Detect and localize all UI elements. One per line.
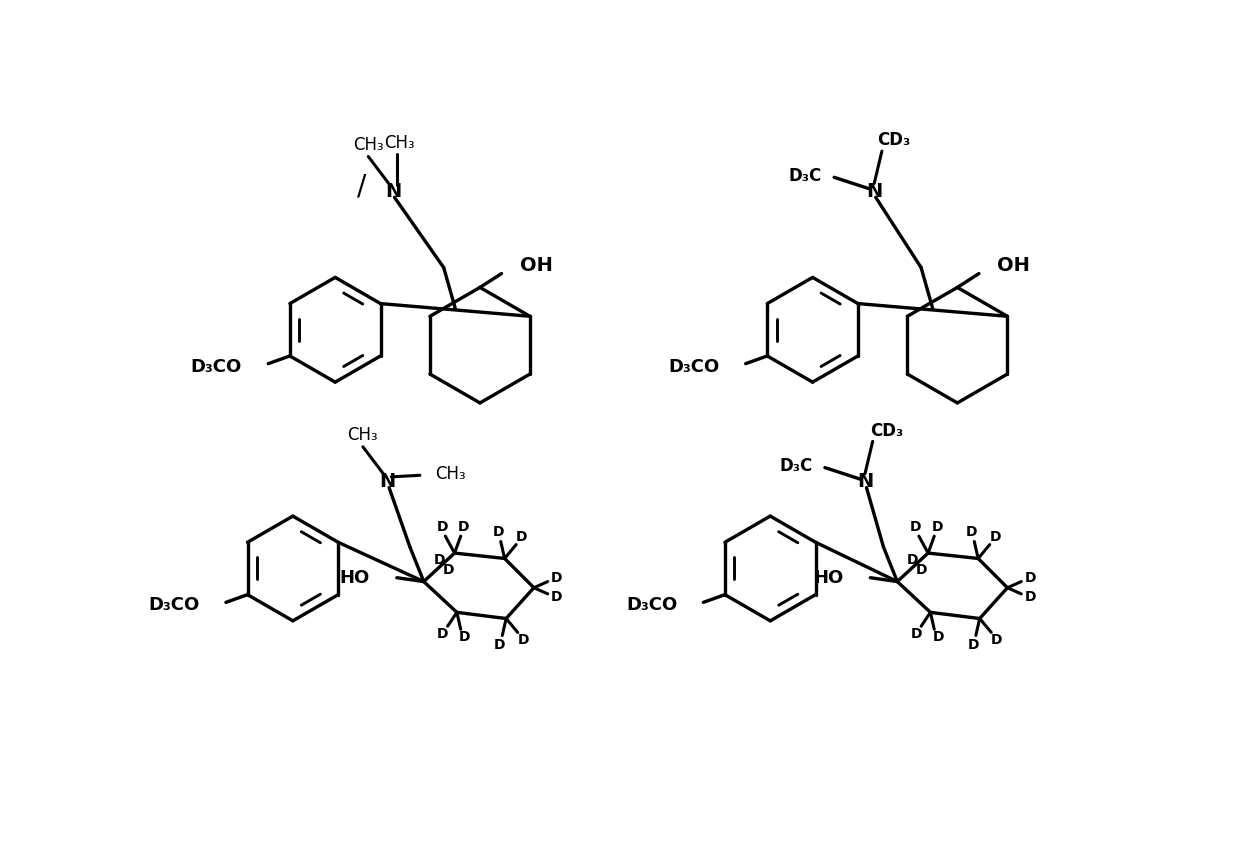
Text: D: D <box>991 633 1002 647</box>
Text: D: D <box>438 627 449 641</box>
Text: D₃CO: D₃CO <box>668 358 719 376</box>
Text: CH₃: CH₃ <box>435 464 466 483</box>
Text: D: D <box>516 529 527 544</box>
Text: D: D <box>434 553 445 567</box>
Text: /: / <box>357 173 367 201</box>
Text: D: D <box>552 571 563 586</box>
Text: D: D <box>458 520 470 534</box>
Text: D: D <box>1024 590 1037 604</box>
Text: N: N <box>379 472 396 491</box>
Text: D: D <box>910 520 921 534</box>
Text: D: D <box>459 630 470 644</box>
Text: D: D <box>966 525 977 539</box>
Text: D: D <box>552 590 563 604</box>
Text: D: D <box>517 633 528 647</box>
Text: D: D <box>990 529 1001 544</box>
Text: D: D <box>1024 571 1037 586</box>
Text: N: N <box>857 472 873 491</box>
Text: CH₃: CH₃ <box>384 135 414 153</box>
Text: CD₃: CD₃ <box>870 422 903 439</box>
Text: D₃CO: D₃CO <box>191 358 242 376</box>
Text: D: D <box>916 563 928 577</box>
Text: N: N <box>384 181 401 201</box>
Text: CD₃: CD₃ <box>877 131 910 149</box>
Text: HO: HO <box>813 569 843 587</box>
Text: D₃CO: D₃CO <box>626 596 677 615</box>
Text: OH: OH <box>997 256 1030 275</box>
Text: D: D <box>931 520 944 534</box>
Text: D: D <box>906 553 919 567</box>
Text: D₃CO: D₃CO <box>149 596 200 615</box>
Text: D₃C: D₃C <box>789 167 822 185</box>
Text: CH₃: CH₃ <box>353 136 383 154</box>
Text: D: D <box>911 627 923 641</box>
Text: D: D <box>492 525 505 539</box>
Text: D: D <box>967 638 980 652</box>
Text: D: D <box>443 563 454 577</box>
Text: HO: HO <box>340 569 370 587</box>
Text: D: D <box>436 520 448 534</box>
Text: D: D <box>495 638 506 652</box>
Text: D: D <box>932 630 944 644</box>
Text: N: N <box>866 181 883 201</box>
Text: OH: OH <box>520 256 553 275</box>
Text: D₃C: D₃C <box>780 457 812 475</box>
Text: CH₃: CH₃ <box>347 426 378 444</box>
